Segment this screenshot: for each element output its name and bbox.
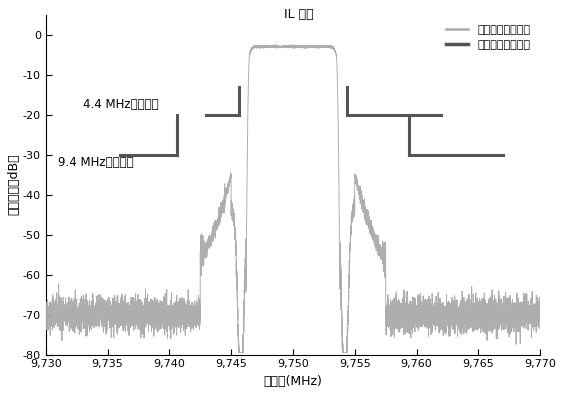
Y-axis label: 通過特性（dB）: 通過特性（dB）	[7, 154, 20, 215]
Legend: フィルタ通過特性, スペクトルマスク: フィルタ通過特性, スペクトルマスク	[441, 20, 534, 55]
Text: 9.4 MHz離調仕様: 9.4 MHz離調仕様	[58, 156, 133, 169]
Text: IL 仕様: IL 仕様	[284, 8, 314, 21]
X-axis label: 周波数(MHz): 周波数(MHz)	[263, 375, 323, 388]
Text: 4.4 MHz離調仕様: 4.4 MHz離調仕様	[83, 98, 158, 111]
